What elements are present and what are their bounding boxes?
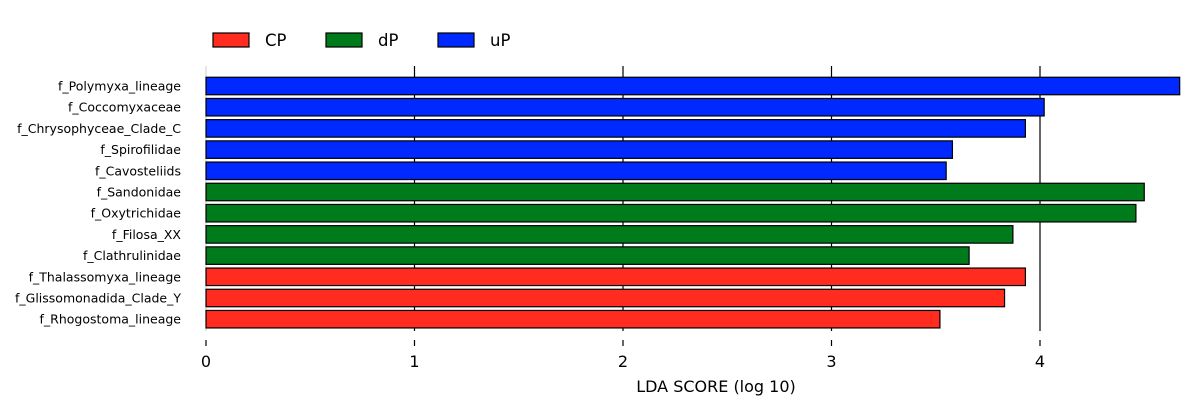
category-label: f_Chrysophyceae_Clade_C	[17, 121, 181, 136]
bar	[205, 288, 1006, 308]
category-label: f_Spirofilidae	[100, 142, 181, 157]
legend-swatch	[437, 32, 475, 48]
bar	[205, 140, 954, 159]
x-tick-label: 0	[201, 352, 211, 371]
bar	[205, 203, 1137, 223]
category-label: f_Sandonidae	[97, 185, 182, 200]
bar	[205, 267, 1027, 287]
category-label: f_Rhogostoma_lineage	[40, 312, 182, 327]
legend-label: dP	[378, 31, 398, 50]
category-label: f_Thalassomyxa_lineage	[29, 269, 182, 284]
legend: CP dP uP	[212, 31, 510, 50]
x-tick-label: 3	[826, 352, 836, 371]
bar	[205, 182, 1145, 202]
x-axis-title: LDA SCORE (log 10)	[636, 377, 796, 396]
bar	[205, 161, 947, 181]
x-tick-label: 1	[409, 352, 419, 371]
category-label: f_Cavosteliids	[95, 163, 181, 178]
bar	[205, 309, 941, 329]
legend-label: CP	[265, 31, 287, 50]
bar	[205, 76, 1181, 96]
x-tick-label: 4	[1035, 352, 1045, 371]
x-tick-label: 2	[618, 352, 628, 371]
category-label: f_Oxytrichidae	[91, 206, 182, 221]
bar	[205, 246, 970, 265]
legend-swatch	[325, 32, 363, 48]
category-label: f_Clathrulinidae	[83, 248, 181, 263]
category-label: f_Coccomyxaceae	[68, 100, 181, 115]
category-label: f_Filosa_XX	[112, 227, 182, 242]
category-labels: f_Polymyxa_lineage f_Coccomyxaceae f_Chrys…	[15, 79, 181, 327]
bar	[205, 97, 1045, 117]
legend-label: uP	[490, 31, 510, 50]
category-label: f_Glissomonadida_Clade_Y	[15, 291, 181, 306]
legend-swatch	[212, 32, 250, 48]
category-label: f_Polymyxa_lineage	[58, 79, 181, 94]
bars	[205, 76, 1181, 329]
bar	[205, 119, 1027, 138]
bar	[205, 225, 1014, 244]
x-axis: 0 1 2 3 4	[201, 340, 1045, 371]
